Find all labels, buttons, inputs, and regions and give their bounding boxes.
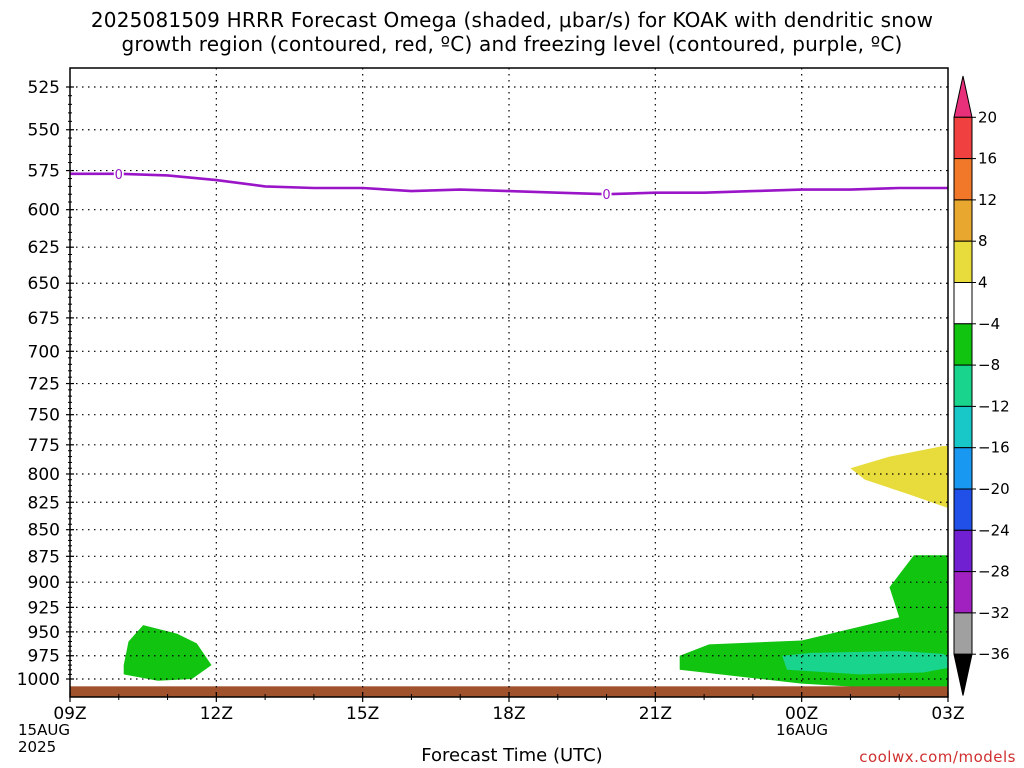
y-tick-label-750: 750 (28, 406, 60, 426)
omega-region-3 (782, 651, 948, 675)
colorbar-swatch-5 (953, 282, 973, 325)
y-tick-label-775: 775 (28, 436, 60, 456)
colorbar-label-13: −36 (978, 645, 1010, 663)
y-tick-label-700: 700 (28, 342, 60, 362)
y-tick-label-825: 825 (28, 493, 60, 513)
x-date-label-mid: 16AUG (776, 721, 828, 739)
x-date-left-day: 15AUG (18, 721, 70, 739)
chart-title-line-2: growth region (contoured, red, ºC) and f… (121, 32, 903, 56)
colorbar-swatch-13 (953, 612, 973, 655)
colorbar-label-4: 4 (978, 274, 988, 292)
x-date-label-left: 15AUG 2025 (18, 722, 70, 756)
chart-title-line-1: 2025081509 HRRR Forecast Omega (shaded, … (90, 8, 934, 32)
y-tick-label-900: 900 (28, 573, 60, 593)
colorbar-label-0: 20 (978, 108, 997, 126)
surface-band (70, 686, 948, 697)
colorbar-swatch-0 (953, 75, 973, 118)
x-tick-label-09Z: 09Z (53, 704, 86, 724)
y-tick-label-575: 575 (28, 162, 60, 182)
colorbar-label-3: 8 (978, 232, 988, 250)
colorbar-swatch-4 (953, 240, 973, 283)
y-tick-label-525: 525 (28, 78, 60, 98)
colorbar-swatch-3 (953, 199, 973, 242)
x-date-left-year: 2025 (18, 738, 57, 756)
y-tick-label-1000: 1000 (17, 670, 60, 690)
plot-area: 00 (70, 68, 948, 697)
omega-region-1 (123, 625, 212, 681)
colorbar-swatch-6 (953, 323, 973, 366)
y-tick-label-925: 925 (28, 598, 60, 618)
y-tick-label-975: 975 (28, 647, 60, 667)
colorbar-label-7: −12 (978, 397, 1010, 415)
colorbar-label-2: 12 (978, 191, 997, 209)
x-tick-label-15Z: 15Z (346, 704, 379, 724)
colorbar-label-8: −16 (978, 439, 1010, 457)
freezing-level-label-bg-1 (113, 166, 124, 181)
colorbar-label-5: −4 (978, 315, 1000, 333)
colorbar-swatch-7 (953, 364, 973, 407)
colorbar-swatch-11 (953, 529, 973, 573)
y-tick-label-850: 850 (28, 521, 60, 541)
colorbar-label-1: 16 (978, 150, 997, 168)
y-tick-label-950: 950 (28, 623, 60, 643)
colorbar-label-9: −20 (978, 480, 1010, 498)
colorbar-swatch-2 (953, 158, 973, 201)
y-tick-label-550: 550 (28, 121, 60, 141)
x-tick-label-00Z: 00Z (785, 704, 818, 724)
x-tick-label-03Z: 03Z (931, 704, 964, 724)
colorbar-label-6: −8 (978, 356, 1000, 374)
colorbar-label-12: −32 (978, 604, 1010, 622)
colorbar-label-11: −28 (978, 563, 1010, 581)
x-tick-label-21Z: 21Z (639, 704, 672, 724)
omega-region-4 (850, 446, 948, 509)
chart-title: 2025081509 HRRR Forecast Omega (shaded, … (0, 8, 1024, 56)
colorbar-swatch-8 (953, 405, 973, 449)
y-tick-label-800: 800 (28, 465, 60, 485)
colorbar-swatch-14 (953, 653, 973, 696)
x-tick-label-12Z: 12Z (200, 704, 233, 724)
freezing-level-line (70, 172, 948, 196)
y-tick-label-675: 675 (28, 309, 60, 329)
x-axis-label: Forecast Time (UTC) (421, 745, 603, 766)
y-tick-label-725: 725 (28, 375, 60, 395)
colorbar-label-10: −24 (978, 521, 1010, 539)
credit-link[interactable]: coolwx.com/models (859, 748, 1016, 766)
freezing-level-label-bg-2 (601, 187, 612, 202)
colorbar-swatch-1 (953, 116, 973, 160)
x-tick-label-18Z: 18Z (492, 704, 525, 724)
colorbar-swatch-10 (953, 488, 973, 531)
y-tick-label-600: 600 (28, 201, 60, 221)
y-tick-label-875: 875 (28, 547, 60, 567)
freezing-level-label-2: 0 (602, 188, 610, 203)
y-tick-label-625: 625 (28, 238, 60, 258)
freezing-level-label-1: 0 (115, 168, 123, 183)
colorbar-swatch-12 (953, 571, 973, 614)
y-tick-label-650: 650 (28, 274, 60, 294)
colorbar-swatch-9 (953, 447, 973, 490)
